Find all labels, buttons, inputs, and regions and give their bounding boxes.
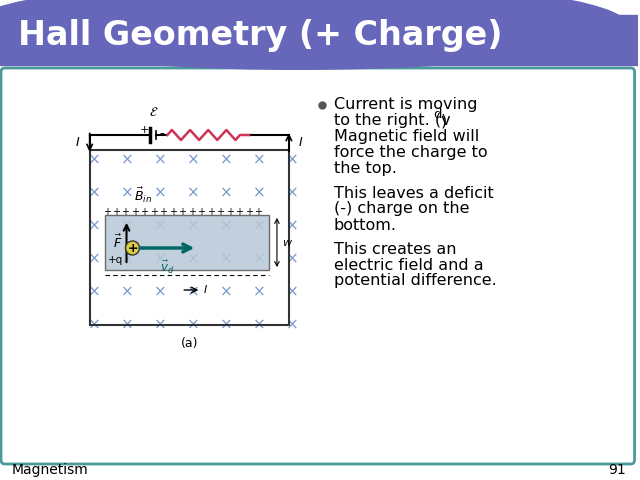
Text: Hall Geometry (+ Charge): Hall Geometry (+ Charge) [18, 19, 502, 51]
Text: 91: 91 [608, 463, 625, 477]
Text: I: I [204, 285, 207, 295]
Text: ×: × [285, 317, 298, 333]
Text: ×: × [88, 185, 101, 201]
Text: +: + [131, 207, 139, 217]
Text: +: + [244, 207, 253, 217]
Text: ×: × [253, 185, 266, 201]
Text: (-) charge on the: (-) charge on the [333, 202, 469, 216]
Text: ×: × [285, 218, 298, 233]
Text: w: w [282, 238, 291, 248]
Text: ×: × [220, 153, 232, 168]
Text: bottom.: bottom. [333, 217, 397, 232]
Text: ×: × [154, 153, 167, 168]
Text: ×: × [88, 153, 101, 168]
Text: ×: × [187, 185, 200, 201]
Text: ×: × [154, 252, 167, 266]
Text: ×: × [121, 252, 134, 266]
Text: ×: × [121, 153, 134, 168]
Text: ×: × [285, 153, 298, 168]
Text: +: + [127, 241, 138, 254]
Text: ): ) [440, 113, 447, 129]
Text: ×: × [88, 285, 101, 300]
Text: +: + [179, 207, 186, 217]
Text: ×: × [253, 252, 266, 266]
Text: +: + [140, 207, 148, 217]
Bar [90, 150, 289, 325]
Text: +: + [112, 207, 120, 217]
Text: ×: × [285, 252, 298, 266]
Text: ×: × [154, 317, 167, 333]
Text: Magnetism: Magnetism [12, 463, 89, 477]
Text: +: + [140, 125, 149, 135]
Text: ×: × [88, 218, 101, 233]
Polygon shape [0, 15, 637, 65]
Text: electric field and a: electric field and a [333, 257, 483, 273]
Text: $\vec{B}_{in}$: $\vec{B}_{in}$ [134, 185, 152, 204]
Text: ×: × [285, 285, 298, 300]
Text: ×: × [220, 185, 232, 201]
Circle shape [125, 241, 140, 255]
Text: ×: × [220, 317, 232, 333]
Text: +: + [169, 207, 177, 217]
Text: +: + [254, 207, 262, 217]
Text: ×: × [121, 285, 134, 300]
Text: I: I [299, 136, 303, 149]
Text: ×: × [187, 285, 200, 300]
Text: to the right. (v: to the right. (v [333, 113, 451, 129]
Ellipse shape [0, 0, 628, 70]
Text: ×: × [253, 218, 266, 233]
Text: ×: × [187, 218, 200, 233]
Text: +q: +q [108, 255, 124, 265]
Text: $\vec{v}_d$: $\vec{v}_d$ [160, 259, 175, 276]
Text: ×: × [285, 185, 298, 201]
Text: +: + [188, 207, 196, 217]
Text: ×: × [187, 252, 200, 266]
Text: ×: × [187, 153, 200, 168]
Text: ×: × [121, 185, 134, 201]
FancyBboxPatch shape [1, 68, 635, 464]
Text: $\mathcal{E}$: $\mathcal{E}$ [148, 106, 158, 119]
Text: ×: × [187, 317, 200, 333]
Bar [104, 215, 269, 270]
Text: ×: × [88, 252, 101, 266]
Text: ×: × [220, 285, 232, 300]
Text: +: + [122, 207, 129, 217]
Text: ×: × [121, 218, 134, 233]
Text: -: - [159, 128, 164, 142]
Text: ×: × [154, 218, 167, 233]
Text: ×: × [253, 317, 266, 333]
Text: potential difference.: potential difference. [333, 274, 497, 288]
Text: +: + [216, 207, 224, 217]
Text: +: + [197, 207, 205, 217]
Text: the top.: the top. [333, 161, 397, 177]
Text: ×: × [154, 285, 167, 300]
Text: $\vec{F}$: $\vec{F}$ [113, 234, 122, 251]
Text: force the charge to: force the charge to [333, 145, 487, 160]
Text: (a): (a) [180, 336, 198, 349]
Text: +: + [150, 207, 158, 217]
Text: +: + [226, 207, 234, 217]
Text: ×: × [88, 317, 101, 333]
Text: ×: × [154, 185, 167, 201]
Text: ×: × [253, 285, 266, 300]
Text: +: + [235, 207, 243, 217]
Text: I: I [76, 136, 79, 149]
Text: d: d [433, 108, 442, 121]
Text: +: + [207, 207, 214, 217]
Text: ×: × [220, 218, 232, 233]
Text: +: + [159, 207, 168, 217]
Text: ×: × [253, 153, 266, 168]
Text: ×: × [121, 317, 134, 333]
Text: +: + [102, 207, 111, 217]
Text: Magnetic field will: Magnetic field will [333, 130, 479, 144]
Text: ×: × [220, 252, 232, 266]
Text: This leaves a deficit: This leaves a deficit [333, 185, 493, 201]
Text: This creates an: This creates an [333, 241, 456, 256]
Text: Current is moving: Current is moving [333, 97, 477, 112]
